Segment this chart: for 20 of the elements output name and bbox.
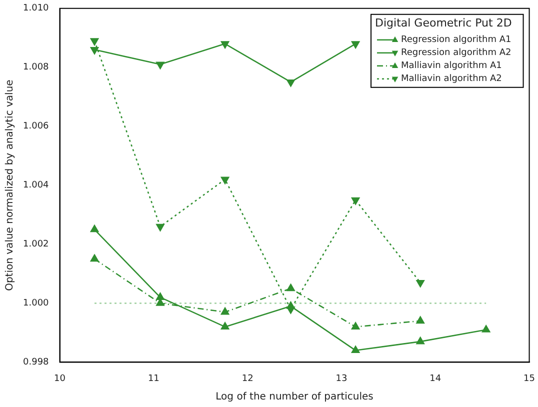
- x-tick-label: 11: [148, 374, 160, 384]
- legend-label: Regression algorithm A1: [401, 35, 512, 46]
- x-tick-label: 14: [430, 374, 442, 384]
- y-tick-label: 1.008: [23, 62, 50, 73]
- legend-title: Digital Geometric Put 2D: [375, 16, 512, 30]
- legend-label: Regression algorithm A2: [401, 48, 512, 58]
- y-tick-label: 0.998: [23, 358, 50, 368]
- y-tick-label: 1.004: [23, 180, 50, 191]
- x-tick-label: 12: [242, 374, 254, 384]
- legend-label: Malliavin algorithm A1: [401, 61, 502, 72]
- y-tick-label: 1.002: [23, 240, 49, 250]
- y-tick-label: 1.010: [23, 4, 50, 14]
- x-tick-label: 15: [524, 374, 535, 384]
- legend-label: Malliavin algorithm A2: [401, 74, 502, 84]
- x-tick-label: 10: [54, 374, 66, 384]
- y-axis-title: Option value normalized by analytic value: [4, 80, 16, 291]
- y-tick-label: 1.000: [23, 298, 50, 309]
- y-tick-label: 1.006: [23, 122, 50, 132]
- x-axis-title: Log of the number of particules: [216, 392, 374, 403]
- x-tick-label: 13: [336, 374, 348, 384]
